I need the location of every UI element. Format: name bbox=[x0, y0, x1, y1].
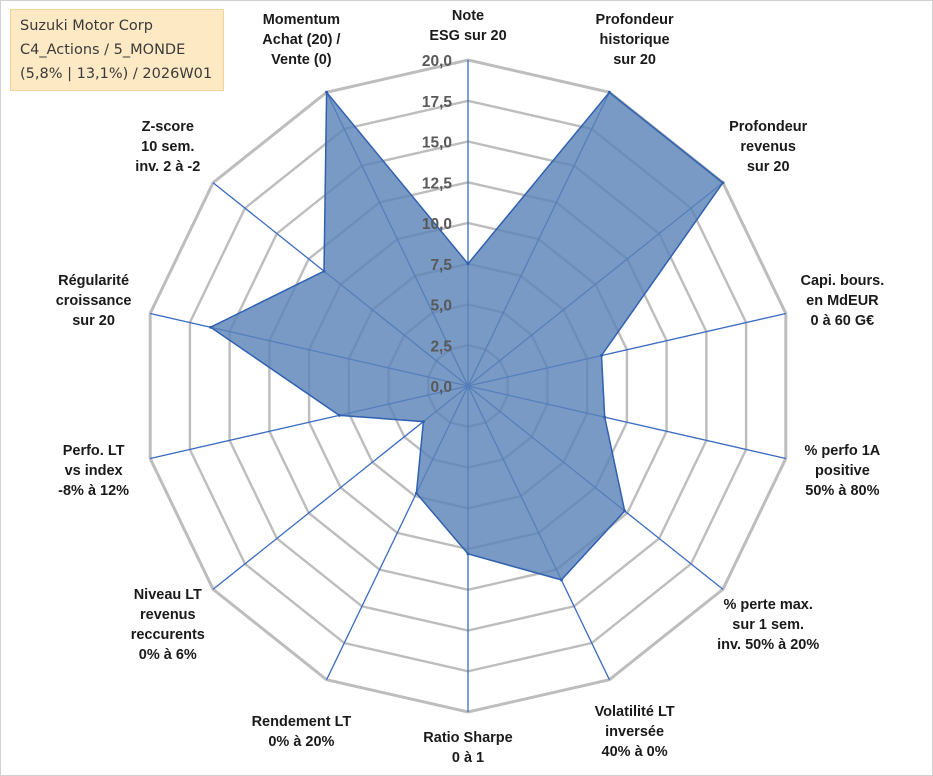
axis-label-line: croissance bbox=[55, 292, 132, 309]
portfolio-name: C4_Actions / 5_MONDE bbox=[20, 42, 186, 58]
axis-label-line: historique bbox=[599, 32, 670, 48]
axis-label-line: sur 20 bbox=[613, 52, 656, 68]
axis-label: Z-score 10 sem. inv. 2 à -2 bbox=[135, 117, 200, 177]
axis-label-line: vs index bbox=[64, 463, 123, 480]
axis-label: % perfo 1A positive 50% à 80% bbox=[805, 441, 881, 501]
radar-series bbox=[209, 90, 725, 582]
tick-label: 10,0 bbox=[422, 216, 452, 233]
axis-label-line: Perfo. LT bbox=[62, 443, 125, 460]
axis-label-line: positive bbox=[814, 463, 870, 480]
data-point-12 bbox=[322, 269, 326, 273]
axis-label: Niveau LT revenus reccurents 0% à 6% bbox=[131, 585, 205, 665]
data-point-3 bbox=[600, 354, 603, 357]
tick-label: 12,5 bbox=[422, 175, 453, 192]
axis-label-line: inv. 2 à -2 bbox=[135, 158, 201, 175]
axis-label-line: Note bbox=[451, 8, 485, 24]
axis-label-line: reccurents bbox=[130, 627, 205, 644]
axis-label-line: sur 20 bbox=[72, 312, 115, 329]
axis-label: Volatilité LT inversée 40% à 0% bbox=[595, 702, 675, 762]
data-point-2 bbox=[721, 181, 725, 185]
data-point-0 bbox=[466, 262, 470, 266]
axis-label: Régularité croissance sur 20 bbox=[56, 271, 132, 331]
axis-label-line: % perfo 1A bbox=[804, 443, 881, 460]
axis-label-line: 0 à 60 G€ bbox=[810, 312, 875, 329]
axis-label-line: Régularité bbox=[58, 272, 130, 289]
axis-label: Perfo. LT vs index -8% à 12% bbox=[58, 441, 129, 501]
axis-label-line: Volatilité LT bbox=[594, 704, 675, 720]
axis-label-line: -8% à 12% bbox=[58, 483, 130, 500]
data-point-9 bbox=[421, 420, 425, 424]
data-point-7 bbox=[466, 552, 470, 556]
radar-tick-labels: 0,0 2,5 5,0 7,5 10,0 12,5 15,0 17,5 20,0 bbox=[422, 53, 453, 396]
axis-label: Profondeur historique sur 20 bbox=[596, 10, 674, 70]
axis-label: Momentum Achat (20) / Vente (0) bbox=[262, 10, 340, 70]
axis-label-line: Z-score bbox=[141, 118, 194, 135]
axis-label: Note ESG sur 20 bbox=[429, 6, 506, 46]
axis-label-line: revenus bbox=[139, 607, 196, 624]
data-point-11 bbox=[209, 325, 213, 329]
data-point-8 bbox=[414, 491, 418, 495]
axis-label-line: Profondeur bbox=[729, 118, 808, 135]
tick-label: 7,5 bbox=[430, 257, 452, 274]
tick-label: 17,5 bbox=[422, 94, 453, 111]
axis-label-line: 0 à 1 bbox=[451, 750, 485, 766]
tick-label: 20,0 bbox=[422, 53, 452, 70]
tick-label: 15,0 bbox=[422, 135, 452, 152]
axis-label-line: Ratio Sharpe bbox=[423, 730, 513, 746]
axis-label-line: 10 sem. bbox=[141, 138, 195, 155]
data-point-6 bbox=[559, 578, 563, 582]
axis-label-line: % perte max. bbox=[723, 597, 813, 614]
axis-label-line: sur 20 bbox=[746, 158, 790, 175]
tick-label: 2,5 bbox=[430, 338, 452, 355]
tick-label: 0,0 bbox=[430, 379, 452, 396]
company-name: Suzuki Motor Corp bbox=[20, 18, 153, 34]
tick-label: 5,0 bbox=[430, 298, 452, 315]
axis-label: Capi. bours. en MdEUR 0 à 60 G€ bbox=[800, 271, 884, 331]
info-box: Suzuki Motor Corp C4_Actions / 5_MONDE (… bbox=[10, 9, 224, 91]
axis-label-line: revenus bbox=[740, 138, 796, 155]
series-area bbox=[209, 90, 724, 581]
axis-label-line: 50% à 80% bbox=[805, 483, 880, 500]
axis-label-line: en MdEUR bbox=[806, 292, 879, 309]
axis-label-line: Profondeur bbox=[595, 12, 674, 28]
axis-label-line: 0% à 6% bbox=[138, 647, 197, 664]
axis-label: Ratio Sharpe 0 à 1 bbox=[423, 728, 512, 768]
portfolio-params: (5,8% | 13,1%) / 2026W01 bbox=[20, 66, 213, 82]
axis-label-line: sur 1 sem. bbox=[732, 617, 805, 634]
axis-label-line: Rendement LT bbox=[251, 714, 352, 730]
axis-label-line: Achat (20) / bbox=[262, 32, 341, 48]
data-point-13 bbox=[325, 90, 329, 94]
axis-label-line: ESG sur 20 bbox=[429, 28, 507, 44]
data-point-5 bbox=[623, 509, 627, 513]
axis-label-line: Vente (0) bbox=[271, 52, 332, 68]
axis-label-line: 0% à 20% bbox=[268, 734, 335, 750]
axis-label: % perte max. sur 1 sem. inv. 50% à 20% bbox=[717, 595, 819, 655]
axis-label: Profondeur revenus sur 20 bbox=[729, 117, 807, 177]
data-point-1 bbox=[607, 90, 611, 94]
axis-label: Rendement LT 0% à 20% bbox=[252, 712, 352, 752]
axis-label-line: inv. 50% à 20% bbox=[717, 637, 820, 654]
axis-label-line: inversée bbox=[605, 724, 665, 740]
axis-label-line: Niveau LT bbox=[133, 587, 202, 604]
axis-label-line: 40% à 0% bbox=[601, 744, 668, 760]
data-point-10 bbox=[337, 413, 341, 417]
data-point-4 bbox=[603, 415, 607, 419]
axis-label-line: Momentum bbox=[262, 12, 341, 28]
axis-label-line: Capi. bours. bbox=[800, 272, 885, 289]
